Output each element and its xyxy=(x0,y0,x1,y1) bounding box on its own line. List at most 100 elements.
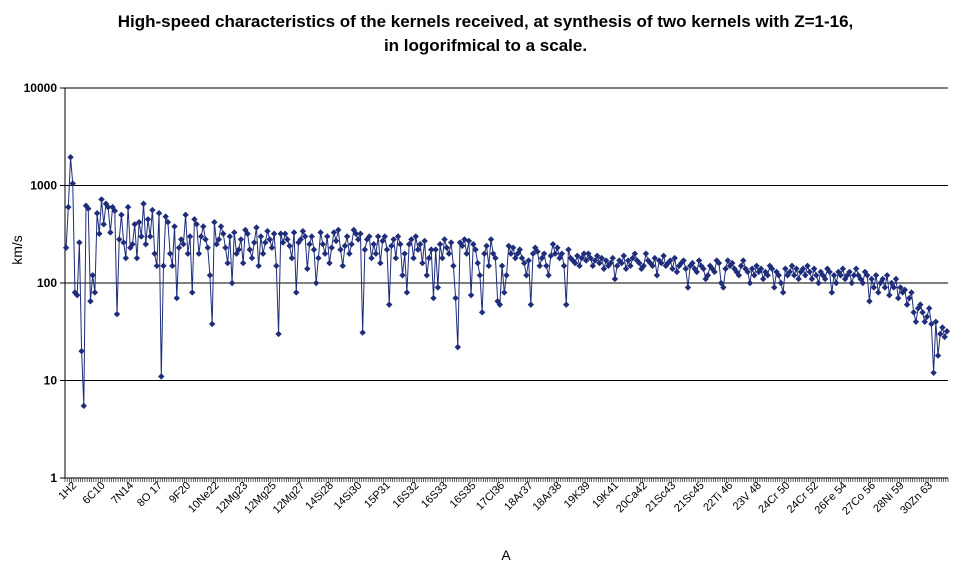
data-point-marker xyxy=(350,226,358,234)
data-point-marker xyxy=(425,254,433,262)
data-point-marker xyxy=(158,373,165,380)
data-point-marker xyxy=(206,272,214,279)
data-point-marker xyxy=(846,268,853,276)
data-point-marker xyxy=(297,236,304,243)
data-point-marker xyxy=(270,230,278,237)
y-tick-label: 10000 xyxy=(24,81,58,95)
data-point-marker xyxy=(850,272,858,279)
data-point-marker xyxy=(910,309,917,316)
data-point-marker xyxy=(428,246,435,253)
data-point-marker xyxy=(220,230,227,237)
data-point-marker xyxy=(886,291,893,299)
data-point-marker xyxy=(193,221,200,228)
data-point-marker xyxy=(768,265,776,272)
data-point-marker xyxy=(735,272,743,279)
data-point-marker xyxy=(328,244,335,251)
chart-title: High-speed characteristics of the kernel… xyxy=(0,10,971,58)
data-point-marker xyxy=(642,250,650,257)
data-point-marker xyxy=(129,241,136,248)
data-point-marker xyxy=(403,289,411,296)
data-point-marker xyxy=(386,301,393,308)
data-point-marker xyxy=(848,279,855,287)
data-point-marker xyxy=(91,289,99,296)
data-point-marker xyxy=(536,262,543,270)
data-point-marker xyxy=(609,254,616,262)
data-point-marker xyxy=(751,272,758,279)
data-point-marker xyxy=(837,272,844,279)
data-point-marker xyxy=(565,246,572,253)
data-point-marker xyxy=(804,262,811,270)
data-point-marker xyxy=(534,248,541,255)
data-point-marker xyxy=(934,352,942,359)
data-point-marker xyxy=(262,239,269,246)
data-point-marker xyxy=(324,233,331,240)
data-point-marker xyxy=(257,233,265,240)
data-point-marker xyxy=(726,262,734,270)
data-point-marker xyxy=(675,262,683,270)
data-point-marker xyxy=(173,294,180,302)
data-point-marker xyxy=(251,239,258,246)
data-point-marker xyxy=(901,286,909,294)
data-point-marker xyxy=(633,257,641,264)
data-point-marker xyxy=(308,233,315,240)
data-point-marker xyxy=(401,250,408,257)
data-point-marker xyxy=(888,279,895,287)
data-point-marker xyxy=(717,279,725,287)
data-point-marker xyxy=(472,246,479,253)
data-point-marker xyxy=(864,272,871,279)
data-point-marker xyxy=(388,242,395,250)
data-point-marker xyxy=(151,250,158,257)
data-point-marker xyxy=(748,265,756,272)
data-point-marker xyxy=(279,239,287,246)
data-point-marker xyxy=(332,237,340,245)
data-point-marker xyxy=(744,268,751,276)
y-tick-labels: 1 10 100 1000 10000 xyxy=(24,81,58,485)
data-point-marker xyxy=(613,262,621,270)
data-point-marker xyxy=(903,301,911,308)
data-point-marker xyxy=(330,229,338,236)
data-point-marker xyxy=(939,324,946,331)
data-point-marker xyxy=(943,328,951,335)
data-point-marker xyxy=(118,211,125,219)
data-point-marker xyxy=(742,265,749,272)
data-point-marker xyxy=(932,318,940,325)
data-point-marker xyxy=(242,226,249,234)
data-point-marker xyxy=(293,289,300,296)
data-point-marker xyxy=(724,257,732,264)
data-point-marker xyxy=(598,254,605,262)
data-point-marker xyxy=(259,250,267,257)
data-point-marker xyxy=(487,236,495,243)
data-point-marker xyxy=(560,262,568,270)
data-point-marker xyxy=(348,241,355,248)
data-point-marker xyxy=(85,205,92,212)
data-point-marker xyxy=(164,219,172,226)
x-tick-label: 14Si28 xyxy=(303,480,336,513)
data-point-marker xyxy=(525,257,532,264)
data-point-marker xyxy=(576,262,583,270)
data-point-marker xyxy=(580,250,588,257)
data-point-marker xyxy=(443,244,450,251)
data-point-marker xyxy=(835,268,842,276)
data-point-marker xyxy=(149,206,156,214)
data-point-marker xyxy=(390,236,397,243)
data-point-marker xyxy=(171,223,178,230)
data-point-marker xyxy=(392,254,400,262)
data-point-marker xyxy=(133,254,141,262)
data-point-marker xyxy=(237,236,245,243)
data-point-marker xyxy=(556,254,563,262)
data-point-marker xyxy=(253,224,260,231)
data-point-marker xyxy=(65,203,72,211)
data-point-marker xyxy=(596,259,603,267)
data-point-marker xyxy=(622,265,630,272)
data-point-marker xyxy=(186,233,194,240)
y-axis-title: km/s xyxy=(9,235,25,265)
data-point-marker xyxy=(410,254,417,262)
x-tick-label: 16S35 xyxy=(448,480,479,511)
data-point-marker xyxy=(917,301,924,308)
data-point-marker xyxy=(423,272,431,279)
data-point-marker xyxy=(213,241,220,248)
data-point-marker xyxy=(408,236,415,243)
data-point-marker xyxy=(113,310,121,318)
